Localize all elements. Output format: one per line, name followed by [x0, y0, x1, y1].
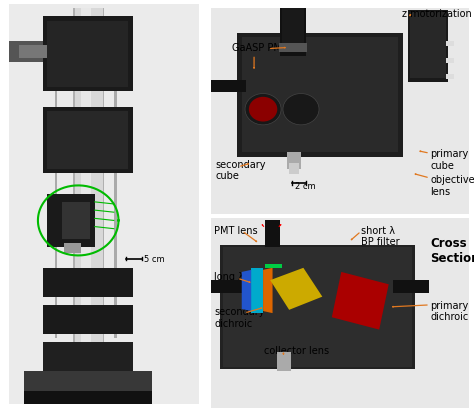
FancyBboxPatch shape [43, 107, 133, 173]
FancyBboxPatch shape [43, 268, 133, 297]
Text: PMT lens: PMT lens [214, 226, 258, 236]
Text: 5 cm: 5 cm [144, 255, 165, 265]
FancyBboxPatch shape [220, 245, 415, 369]
FancyBboxPatch shape [211, 280, 242, 293]
FancyBboxPatch shape [446, 74, 454, 79]
FancyBboxPatch shape [242, 37, 398, 152]
FancyBboxPatch shape [43, 342, 133, 371]
FancyBboxPatch shape [43, 16, 133, 91]
Polygon shape [332, 272, 389, 330]
FancyBboxPatch shape [446, 41, 454, 46]
Text: long λ
BP filter: long λ BP filter [214, 272, 253, 293]
FancyBboxPatch shape [47, 111, 128, 169]
Text: 2 cm: 2 cm [295, 182, 316, 191]
FancyBboxPatch shape [289, 163, 299, 174]
FancyBboxPatch shape [265, 220, 280, 247]
Text: secondary
cube: secondary cube [216, 160, 266, 181]
FancyBboxPatch shape [446, 58, 454, 63]
FancyBboxPatch shape [410, 12, 446, 78]
FancyBboxPatch shape [9, 41, 43, 62]
Polygon shape [265, 264, 282, 268]
Polygon shape [263, 268, 273, 313]
FancyBboxPatch shape [211, 8, 469, 214]
FancyBboxPatch shape [280, 8, 306, 56]
Text: objective
lens: objective lens [430, 175, 474, 197]
Text: collector lens: collector lens [264, 346, 329, 356]
FancyBboxPatch shape [73, 8, 104, 391]
Text: primary
cube: primary cube [430, 149, 469, 171]
FancyBboxPatch shape [24, 391, 152, 404]
FancyBboxPatch shape [9, 4, 199, 404]
FancyBboxPatch shape [75, 8, 103, 391]
Text: z motorization: z motorization [402, 9, 472, 19]
FancyBboxPatch shape [282, 8, 304, 49]
Polygon shape [251, 268, 263, 313]
Text: short λ
BP filter: short λ BP filter [361, 226, 400, 247]
FancyBboxPatch shape [211, 218, 469, 408]
Text: Cross
Section: Cross Section [430, 237, 474, 265]
FancyBboxPatch shape [64, 243, 81, 253]
Text: primary
dichroic: primary dichroic [430, 301, 469, 322]
FancyBboxPatch shape [62, 202, 90, 239]
FancyBboxPatch shape [393, 280, 429, 293]
FancyBboxPatch shape [408, 10, 448, 82]
FancyBboxPatch shape [211, 80, 246, 92]
FancyBboxPatch shape [24, 371, 152, 393]
Text: secondary
dichroic: secondary dichroic [214, 307, 265, 328]
FancyBboxPatch shape [55, 91, 57, 338]
FancyBboxPatch shape [114, 91, 117, 338]
FancyBboxPatch shape [43, 305, 133, 334]
Polygon shape [270, 268, 322, 310]
Circle shape [245, 94, 281, 125]
Text: GaASP PMT: GaASP PMT [232, 43, 288, 53]
Circle shape [283, 94, 319, 125]
FancyBboxPatch shape [277, 352, 291, 371]
FancyBboxPatch shape [287, 152, 301, 169]
FancyBboxPatch shape [19, 45, 47, 58]
FancyBboxPatch shape [47, 194, 95, 247]
FancyBboxPatch shape [81, 8, 91, 391]
Circle shape [249, 97, 277, 122]
FancyBboxPatch shape [223, 247, 412, 367]
FancyBboxPatch shape [279, 43, 307, 52]
Polygon shape [242, 270, 251, 311]
FancyBboxPatch shape [47, 21, 128, 87]
FancyBboxPatch shape [237, 33, 403, 157]
